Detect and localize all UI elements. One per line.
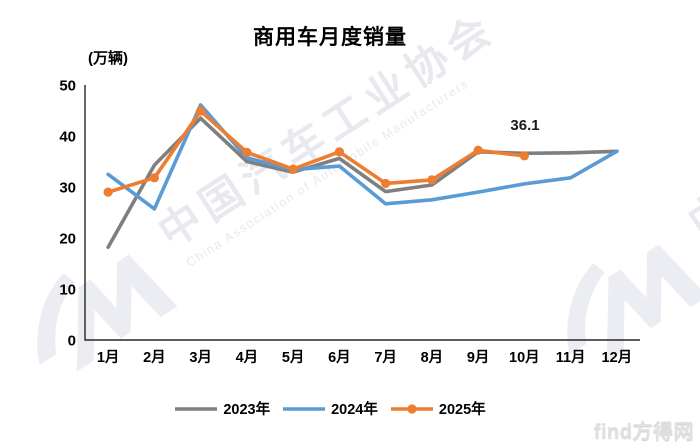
series-marker-2025年 <box>334 147 344 157</box>
legend-swatch-icon <box>283 406 326 411</box>
series-marker-2025年 <box>196 106 206 116</box>
legend-item-2023年: 2023年 <box>174 398 270 419</box>
x-tick-label: 8月 <box>421 349 444 366</box>
legend-swatch-icon <box>390 403 433 414</box>
series-marker-2025年 <box>519 151 529 161</box>
y-tick-label: 10 <box>59 282 76 299</box>
chart-title: 商用车月度销量 <box>253 26 407 49</box>
x-tick-label: 2月 <box>143 349 166 366</box>
y-tick-label: 30 <box>59 180 76 197</box>
series-marker-2025年 <box>149 173 159 183</box>
x-tick-label: 4月 <box>236 349 259 366</box>
x-tick-label: 7月 <box>374 349 397 366</box>
axes <box>84 85 640 341</box>
chart-legend: 2023年 2024年 2025年 <box>0 398 660 419</box>
series-marker-2025年 <box>288 164 298 174</box>
x-tick-label: 6月 <box>328 349 351 366</box>
y-tick-label: 40 <box>59 129 76 146</box>
x-tick-label: 5月 <box>282 349 305 366</box>
series-line-2025年 <box>106 109 527 194</box>
legend-label: 2024年 <box>331 402 378 418</box>
find-logo-dots: · · · · · · · · · · <box>621 442 694 448</box>
legend-item-2025年: 2025年 <box>390 398 486 419</box>
legend-label: 2025年 <box>438 402 486 418</box>
legend-swatch-icon <box>175 406 218 411</box>
legend-label: 2023年 <box>223 402 271 418</box>
series-marker-2025年 <box>103 187 113 197</box>
x-tick-label: 11月 <box>556 349 586 366</box>
legend-item-2024年: 2024年 <box>282 398 378 419</box>
find-logo-text: find方得网 <box>593 421 694 443</box>
x-tick-label: 12月 <box>602 349 633 366</box>
x-tick-label: 9月 <box>467 349 490 366</box>
find-site-logo: find方得网 · · · · · · · · · · <box>594 422 694 448</box>
series-marker-2025年 <box>381 178 391 189</box>
y-tick-label: 50 <box>59 78 76 95</box>
y-tick-label: 0 <box>68 333 76 350</box>
x-tick-label: 10月 <box>509 349 540 366</box>
y-tick-label: 20 <box>59 231 76 248</box>
series-marker-2025年 <box>242 147 252 157</box>
x-tick-label: 3月 <box>189 349 212 366</box>
y-axis-unit-label: (万辆) <box>88 50 128 67</box>
series-marker-2025年 <box>427 175 437 185</box>
data-label-36-1: 36.1 <box>510 117 540 134</box>
x-tick-label: 1月 <box>97 349 120 366</box>
series-marker-2025年 <box>473 145 483 155</box>
